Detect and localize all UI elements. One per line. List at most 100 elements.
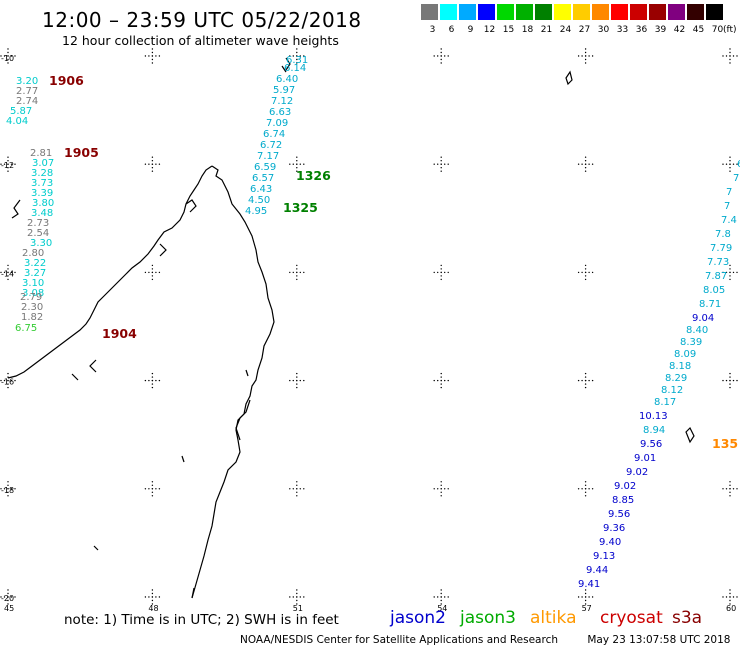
wave-height-value: 3.39 [31, 188, 53, 199]
wave-height-value: 3.22 [24, 258, 46, 269]
wave-height-value: 9.40 [599, 537, 621, 548]
wave-height-value: 6.40 [276, 74, 298, 85]
wave-height-value: 9.44 [586, 565, 608, 576]
lat-tick-label: -16 [1, 378, 14, 387]
wave-height-value: 8.94 [643, 425, 665, 436]
satellite-name-altika: altika [530, 608, 577, 628]
wave-height-value: 4.95 [245, 206, 267, 217]
legend-label-39: 39 [654, 25, 667, 35]
lat-tick-label: -20 [1, 594, 14, 603]
wave-height-value: 8.09 [674, 349, 696, 360]
legend-unit: (ft) [723, 25, 737, 35]
legend-label-6: 6 [448, 25, 455, 35]
wave-height-value: 8.39 [680, 337, 702, 348]
wave-height-value: 8.12 [661, 385, 683, 396]
pass-time-label: 135 [712, 436, 738, 451]
lat-tick-label: -14 [1, 269, 14, 278]
lon-tick-label: 60 [726, 604, 736, 613]
wave-height-value: 9.13 [593, 551, 615, 562]
wave-height-value: 9.02 [626, 467, 648, 478]
wave-height-value: 1.82 [21, 312, 43, 323]
wave-height-value: 6.75 [15, 323, 37, 334]
wave-height-value: 9.01 [634, 453, 656, 464]
pass-time-label: 1904 [102, 326, 137, 341]
footer-credit: NOAA/NESDIS Center for Satellite Applica… [240, 634, 558, 646]
wave-height-value: 7.4 [721, 215, 737, 226]
wave-height-value: 3.20 [16, 76, 38, 87]
wave-height-value: 7 [733, 173, 739, 184]
lat-tick-label: -10 [1, 54, 14, 63]
wave-height-value: 6.63 [269, 107, 291, 118]
wave-height-value: 2.80 [22, 248, 44, 259]
wave-height-value: 7.12 [271, 96, 293, 107]
lat-tick-label: -12 [1, 161, 14, 170]
legend-label-30: 30 [597, 25, 610, 35]
pass-time-label: 1905 [64, 145, 99, 160]
legend-swatch-45 [687, 4, 704, 20]
pass-time-label: 1906 [49, 73, 84, 88]
wave-height-value: 6 [737, 159, 740, 170]
wave-height-value: 6.57 [252, 173, 274, 184]
wave-height-value: 8.71 [699, 299, 721, 310]
legend-label-15: 15 [502, 25, 515, 35]
legend-swatch-12 [478, 4, 495, 20]
wave-height-value: 6.31 [286, 55, 308, 66]
legend-swatch-39 [649, 4, 666, 20]
legend-swatch-30 [592, 4, 609, 20]
wave-height-value: 5.87 [10, 106, 32, 117]
wave-height-value: 9.56 [608, 509, 630, 520]
wave-height-value: 8.85 [612, 495, 634, 506]
wave-height-value: 4.50 [248, 195, 270, 206]
wave-height-value: 10.13 [639, 411, 668, 422]
legend-label-24: 24 [559, 25, 572, 35]
legend-swatch-6 [440, 4, 457, 20]
wave-height-value: 7.79 [710, 243, 732, 254]
legend-swatch-9 [459, 4, 476, 20]
wave-height-value: 3.80 [32, 198, 54, 209]
wave-height-value: 7 [724, 201, 730, 212]
wave-height-value: 3.10 [22, 278, 44, 289]
legend-label-36: 36 [635, 25, 648, 35]
wave-height-value: 3.27 [24, 268, 46, 279]
legend-label-42: 42 [673, 25, 686, 35]
wave-height-value: 9.04 [692, 313, 714, 324]
satellite-name-jason3: jason3 [460, 608, 516, 628]
madagascar-coastline [7, 57, 695, 599]
wave-height-value: 7.87 [705, 271, 727, 282]
legend-swatch-36 [630, 4, 647, 20]
wave-height-value: 8.29 [665, 373, 687, 384]
legend-swatch-18 [516, 4, 533, 20]
wave-height-value: 2.79 [20, 292, 42, 303]
wave-height-value: 3.08 [22, 288, 44, 299]
lon-tick-label: 51 [293, 604, 303, 613]
units-note: note: 1) Time is in UTC; 2) SWH is in fe… [64, 612, 339, 628]
wave-height-value: 9.56 [640, 439, 662, 450]
wave-height-value: 2.73 [27, 218, 49, 229]
wave-height-value: 6.14 [284, 63, 306, 74]
legend-label-21: 21 [540, 25, 553, 35]
wave-height-value: 8.05 [703, 285, 725, 296]
wave-height-value: 6.59 [254, 162, 276, 173]
lon-tick-label: 45 [4, 604, 14, 613]
legend-swatch-33 [611, 4, 628, 20]
wave-height-value: 8.40 [686, 325, 708, 336]
wave-height-value: 7.17 [257, 151, 279, 162]
satellite-name-s3a: s3a [672, 608, 703, 628]
grid-dots [0, 48, 738, 605]
wave-height-value: 7.73 [707, 257, 729, 268]
wave-height-value: 3.07 [32, 158, 54, 169]
wave-height-value: 9.36 [603, 523, 625, 534]
wave-height-value: 2.74 [16, 96, 38, 107]
legend-label-27: 27 [578, 25, 591, 35]
lon-tick-label: 57 [582, 604, 592, 613]
legend-swatch-21 [535, 4, 552, 20]
footer: NOAA/NESDIS Center for Satellite Applica… [240, 634, 730, 646]
legend-label-45: 45 [692, 25, 705, 35]
wave-height-value: 9.41 [578, 579, 600, 590]
legend-label-70: 70 [711, 25, 724, 35]
wave-height-value: 7.8 [715, 229, 731, 240]
wave-height-value: 5.97 [273, 85, 295, 96]
wave-height-value: 3.30 [30, 238, 52, 249]
